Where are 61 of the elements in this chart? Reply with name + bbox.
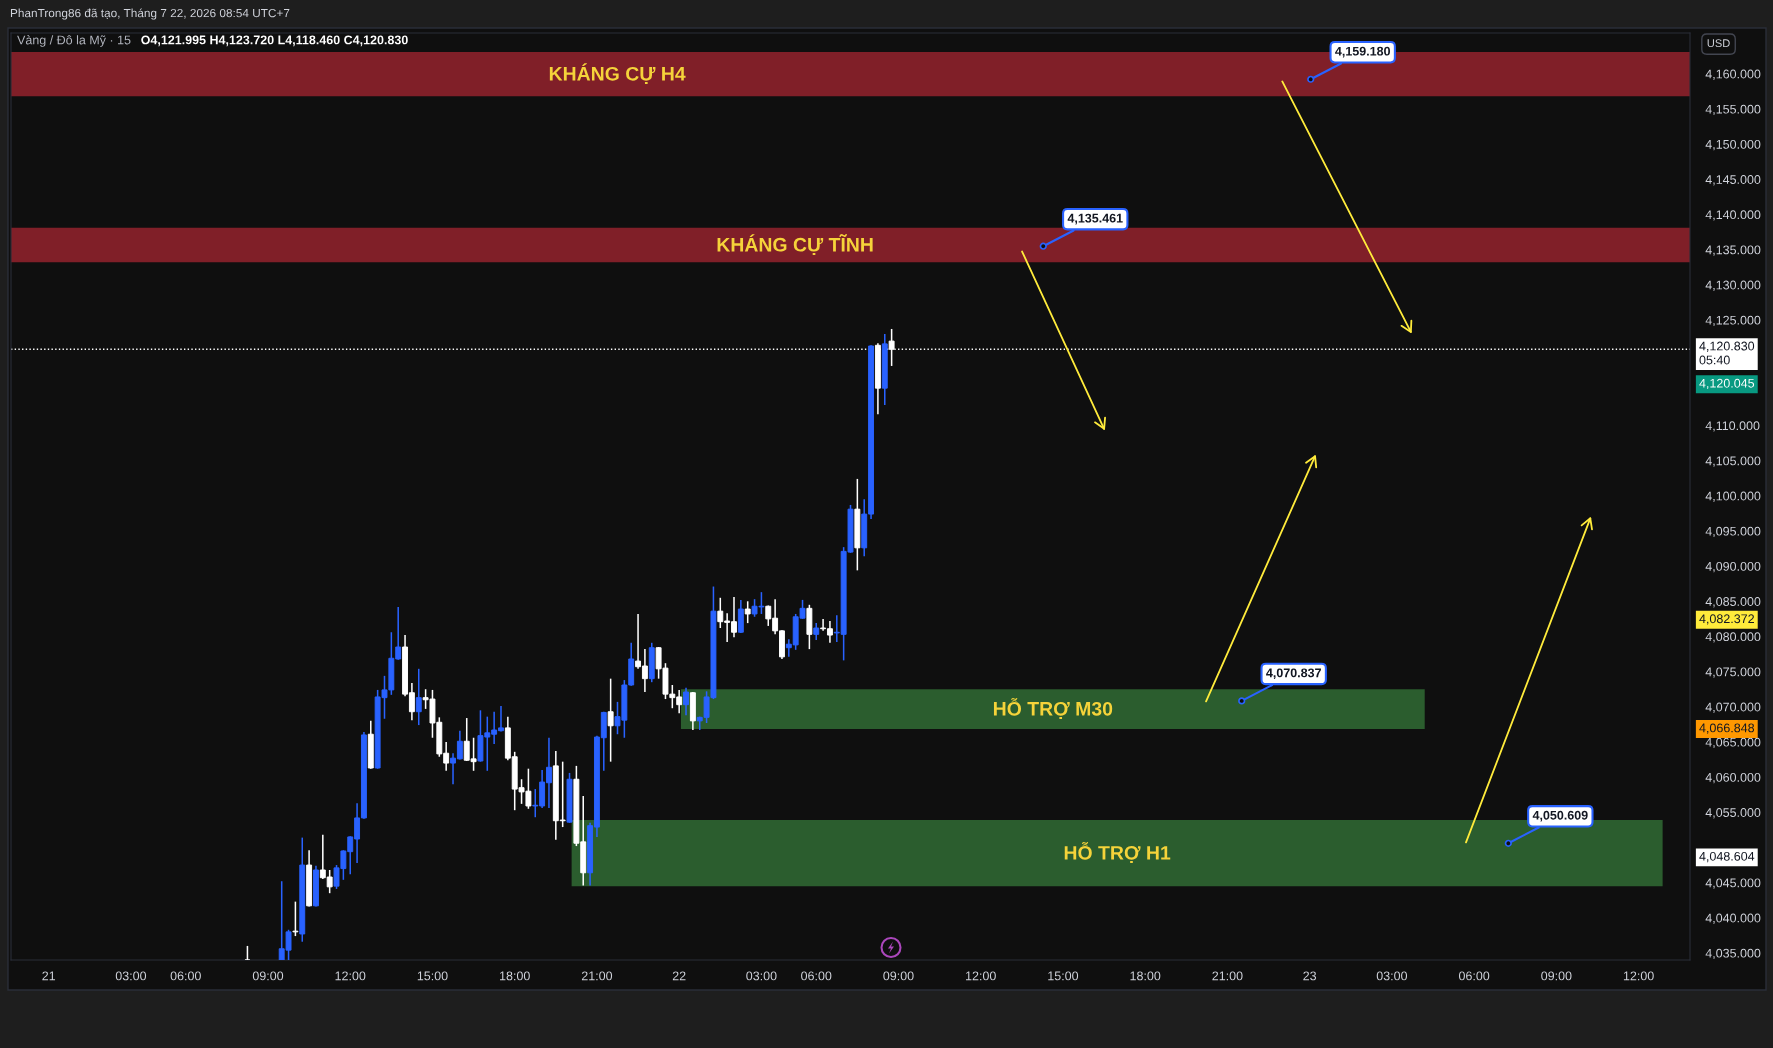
band-label: HỖ TRỢ M30: [993, 698, 1113, 719]
x-tick-label: 15:00: [417, 971, 448, 981]
y-tick-label: 4,080.000: [1705, 632, 1761, 643]
y-tick-label: 4,110.000: [1705, 421, 1760, 432]
y-tick-label: 4,130.000: [1705, 280, 1761, 291]
y-tick-label: 4,125.000: [1705, 315, 1761, 327]
band-label: KHÁNG CỰ H4: [549, 63, 686, 84]
y-tick-label: 4,100.000: [1705, 491, 1761, 502]
x-tick-label: 06:00: [1458, 971, 1490, 981]
text: PhanTrong86 đã tạo, Tháng 7 22, 2026 08:54 UTC+7: [10, 8, 290, 20]
x-tick-label: 21: [42, 971, 56, 981]
x-tick-label: 09:00: [252, 971, 284, 981]
y-tick-label: 4,065.000: [1705, 737, 1761, 749]
band-label: KHÁNG CỰ TĨNH: [717, 234, 873, 255]
y-tick-label: 4,070.000: [1705, 702, 1761, 713]
y-tick-label: 4,035.000: [1705, 948, 1761, 960]
y-axis-title: USD: [1707, 39, 1730, 48]
text: 4,066.848: [1699, 723, 1755, 734]
x-tick-label: 03:00: [115, 971, 147, 981]
x-tick-label: 21:00: [581, 971, 613, 981]
x-tick-label: 12:00: [1623, 971, 1654, 981]
y-tick-label: 4,155.000: [1705, 104, 1761, 116]
x-tick-label: 18:00: [1130, 971, 1161, 981]
x-tick-label: 09:00: [1541, 971, 1572, 981]
y-tick-label: 4,135.000: [1705, 245, 1761, 256]
x-tick-label: 18:00: [500, 971, 530, 981]
x-tick-label: 21:00: [1212, 971, 1243, 981]
x-tick-label: 12:00: [335, 971, 366, 981]
y-tick-label: 4,090.000: [1705, 561, 1761, 573]
y-tick-label: 4,045.000: [1705, 878, 1761, 889]
y-tick-label: 4,075.000: [1705, 667, 1761, 678]
text: 4,082.372: [1699, 614, 1754, 625]
y-tick-label: 4,055.000: [1705, 808, 1761, 819]
x-tick-label: 09:00: [883, 971, 914, 981]
x-tick-label: 06:00: [801, 971, 832, 981]
chart-subtitle: O4,121.995 H4,123.720 L4,118.460 C4,120.830: [141, 35, 408, 47]
y-tick-label: 4,040.000: [1705, 913, 1761, 924]
x-tick-label: 22: [672, 971, 686, 981]
chart-title: Vàng / Đô la Mỹ · 15: [17, 35, 131, 47]
y-tick-label: 4,105.000: [1705, 456, 1761, 467]
annotation: 4,070.837: [1266, 668, 1321, 680]
y-tick-label: 4,060.000: [1705, 772, 1761, 784]
x-tick-label: 12:00: [966, 971, 996, 981]
y-tick-label: 4,140.000: [1705, 210, 1761, 221]
y-tick-label: 4,145.000: [1705, 175, 1761, 186]
band-label: HỖ TRỢ H1: [1064, 842, 1171, 863]
x-tick-label: 06:00: [170, 971, 201, 981]
x-tick-label: 15:00: [1048, 971, 1079, 981]
text: 4,048.604: [1699, 851, 1755, 863]
y-tick-label: 4,085.000: [1705, 597, 1761, 608]
y-tick-label: 4,095.000: [1705, 526, 1761, 538]
y-tick-label: 4,150.000: [1705, 139, 1761, 151]
annotation: 4,050.609: [1532, 810, 1588, 822]
x-tick-label: 23: [1303, 971, 1317, 981]
text: 4,120.045: [1699, 378, 1755, 390]
x-tick-label: 03:00: [746, 971, 777, 981]
annotation: 4,135.461: [1067, 213, 1123, 225]
y-tick-label: 4,160.000: [1705, 69, 1761, 80]
x-tick-label: 03:00: [1376, 971, 1408, 981]
ref-line-label: 4,120.830 05:40: [1699, 341, 1755, 365]
annotation: 4,159.180: [1335, 46, 1391, 58]
